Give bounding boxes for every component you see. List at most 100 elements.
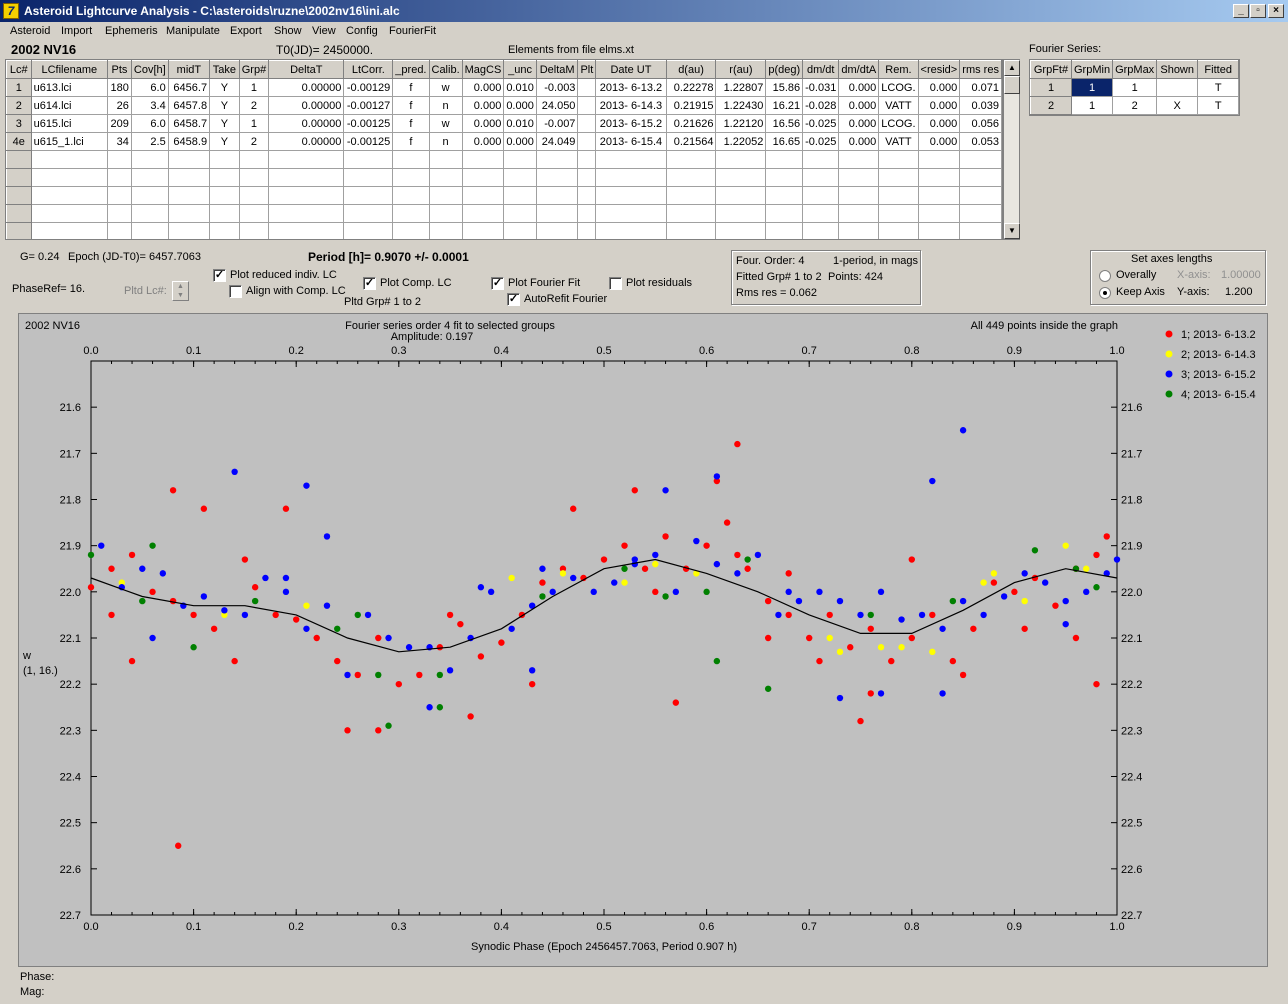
lc-cell[interactable]: Y xyxy=(209,78,240,97)
lc-cell[interactable] xyxy=(577,96,597,115)
yaxis-value[interactable]: 1.200 xyxy=(1225,286,1253,298)
lc-cell[interactable] xyxy=(665,222,717,239)
lc-cell[interactable] xyxy=(6,186,32,205)
lc-cell[interactable] xyxy=(6,150,32,169)
menu-import[interactable]: Import xyxy=(61,25,93,37)
lc-cell[interactable] xyxy=(6,222,32,239)
plot-fourier-checkbox[interactable]: ✓ xyxy=(491,277,504,290)
fourier-cell[interactable]: X xyxy=(1156,96,1199,115)
lc-cell[interactable] xyxy=(959,150,1002,169)
lc-cell[interactable] xyxy=(878,168,919,187)
lc-cell[interactable] xyxy=(107,168,132,187)
fourier-cell[interactable]: 1 xyxy=(1070,96,1114,115)
lc-cell[interactable]: f xyxy=(392,96,430,115)
lc-cell[interactable] xyxy=(461,222,505,239)
lc-cell[interactable] xyxy=(503,186,537,205)
lc-cell[interactable] xyxy=(167,204,211,223)
fourier-cell[interactable]: 1 xyxy=(1112,78,1158,97)
lc-cell[interactable]: 15.86 xyxy=(765,78,804,97)
lc-cell[interactable] xyxy=(917,186,961,205)
lc-table-empty-row[interactable] xyxy=(6,150,1002,169)
lc-cell[interactable]: 0.22278 xyxy=(665,78,717,97)
fourier-col-header[interactable]: GrpFt# xyxy=(1030,60,1072,79)
lc-cell[interactable] xyxy=(461,186,505,205)
lc-cell[interactable] xyxy=(107,150,132,169)
lc-cell[interactable] xyxy=(503,168,537,187)
lc-col-header[interactable]: d(au) xyxy=(665,60,717,79)
minimize-button[interactable]: _ xyxy=(1233,4,1249,18)
lc-col-header[interactable]: <resid> xyxy=(917,60,961,79)
lc-cell[interactable] xyxy=(535,204,579,223)
lc-table-empty-row[interactable] xyxy=(6,204,1002,223)
lc-cell[interactable] xyxy=(535,150,579,169)
menu-asteroid[interactable]: Asteroid xyxy=(10,25,51,37)
pltd-lc-spinner[interactable]: ▲ ▼ xyxy=(172,281,189,301)
lc-cell[interactable] xyxy=(917,204,961,223)
lc-cell[interactable]: 6457.8 xyxy=(167,96,211,115)
menu-config[interactable]: Config xyxy=(346,25,378,37)
lc-cell[interactable] xyxy=(428,222,463,239)
lc-cell[interactable]: 6.0 xyxy=(130,114,169,133)
lc-cell[interactable]: 2013- 6-15.2 xyxy=(595,114,667,133)
lc-cell[interactable]: 6458.7 xyxy=(167,114,211,133)
lc-cell[interactable]: 2 xyxy=(238,132,270,151)
lc-cell[interactable] xyxy=(238,186,270,205)
lc-col-header[interactable]: midT xyxy=(167,60,211,79)
lc-cell[interactable]: 2013- 6-15.4 xyxy=(595,132,667,151)
lc-cell[interactable] xyxy=(209,222,240,239)
lc-cell[interactable]: Y xyxy=(209,114,240,133)
lc-cell[interactable]: w xyxy=(428,114,463,133)
lc-cell[interactable] xyxy=(665,168,717,187)
scroll-down-button[interactable]: ▼ xyxy=(1004,223,1020,239)
lc-cell[interactable] xyxy=(595,222,667,239)
lc-cell[interactable] xyxy=(577,150,597,169)
lc-col-header[interactable]: Date UT xyxy=(595,60,667,79)
menu-view[interactable]: View xyxy=(312,25,336,37)
lc-cell[interactable]: u613.lci xyxy=(30,78,109,97)
lc-cell[interactable]: 0.000 xyxy=(917,96,961,115)
lc-col-header[interactable]: DeltaT xyxy=(268,60,345,79)
lc-col-header[interactable]: _unc xyxy=(503,60,537,79)
lc-cell[interactable] xyxy=(238,204,270,223)
lc-cell[interactable] xyxy=(30,222,109,239)
lc-cell[interactable] xyxy=(6,168,32,187)
lc-cell[interactable] xyxy=(959,222,1002,239)
lc-cell[interactable]: 0.053 xyxy=(959,132,1002,151)
lc-cell[interactable] xyxy=(392,222,430,239)
fourier-cell[interactable]: T xyxy=(1197,78,1240,97)
lc-cell[interactable] xyxy=(802,168,840,187)
lc-cell[interactable] xyxy=(765,222,804,239)
lc-cell[interactable]: 0.21564 xyxy=(665,132,717,151)
lc-cell[interactable]: -0.00125 xyxy=(343,114,394,133)
fourier-col-header[interactable]: GrpMax xyxy=(1112,60,1158,79)
lc-col-header[interactable]: DeltaM xyxy=(535,60,579,79)
lc-cell[interactable] xyxy=(838,168,880,187)
lc-cell[interactable]: 2.5 xyxy=(130,132,169,151)
lc-cell[interactable] xyxy=(238,168,270,187)
lc-cell[interactable] xyxy=(130,150,169,169)
plot-residuals-checkbox[interactable] xyxy=(609,277,622,290)
lc-cell[interactable] xyxy=(535,168,579,187)
lc-col-header[interactable]: Lc# xyxy=(6,60,32,79)
lc-cell[interactable] xyxy=(167,222,211,239)
lc-cell[interactable] xyxy=(428,204,463,223)
lc-cell[interactable] xyxy=(503,150,537,169)
fourier-cell[interactable]: T xyxy=(1197,96,1240,115)
lc-cell[interactable] xyxy=(107,222,132,239)
fourier-row-header[interactable]: 1 xyxy=(1030,78,1072,97)
lc-cell[interactable] xyxy=(343,204,394,223)
lc-cell[interactable] xyxy=(715,168,767,187)
lc-cell[interactable]: LCOG. xyxy=(878,78,919,97)
lc-cell[interactable] xyxy=(878,222,919,239)
lc-cell[interactable]: -0.003 xyxy=(535,78,579,97)
lc-cell[interactable]: -0.031 xyxy=(802,78,840,97)
lc-cell[interactable] xyxy=(959,204,1002,223)
lc-table-scrollbar[interactable]: ▲ ▼ xyxy=(1003,59,1020,240)
lc-cell[interactable]: LCOG. xyxy=(878,114,919,133)
lc-cell[interactable] xyxy=(917,150,961,169)
lc-cell[interactable]: 16.56 xyxy=(765,114,804,133)
lc-cell[interactable]: VATT xyxy=(878,132,919,151)
lc-cell[interactable] xyxy=(238,222,270,239)
lc-table-row[interactable]: 4e u615_1.lci 34 2.5 6458.9 Y 2 0.00000 -0.00125… xyxy=(6,132,1002,151)
lc-col-header[interactable]: Take xyxy=(209,60,240,79)
